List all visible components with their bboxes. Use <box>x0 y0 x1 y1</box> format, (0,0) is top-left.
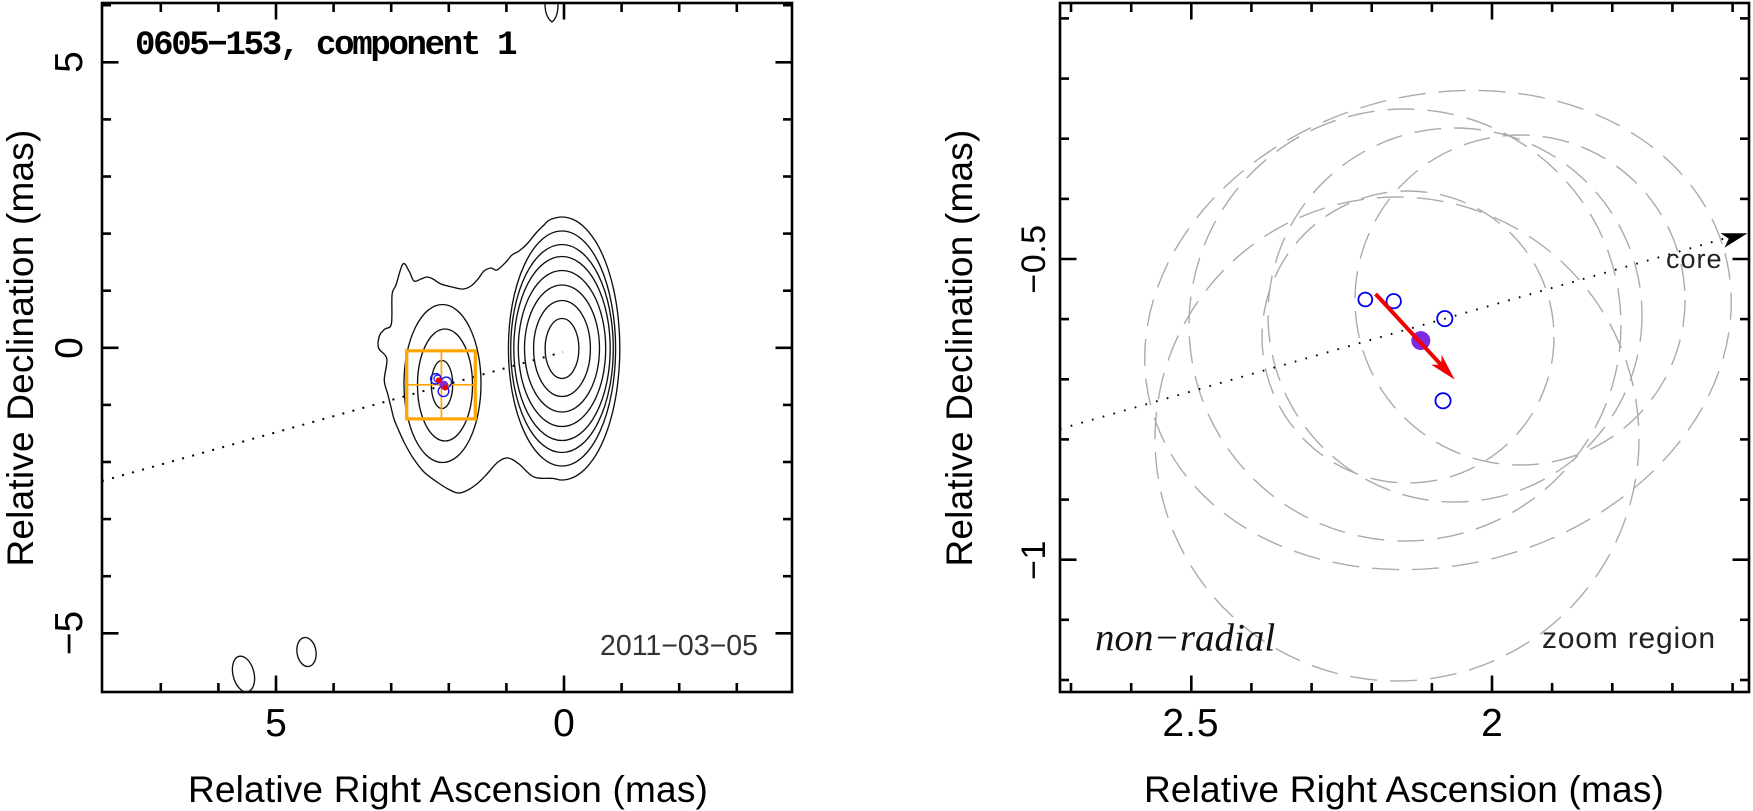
svg-text:Relative Declination (mas): Relative Declination (mas) <box>939 129 980 566</box>
svg-text:2.5: 2.5 <box>1162 702 1219 745</box>
svg-text:0605−153, component 1: 0605−153, component 1 <box>135 27 516 65</box>
svg-text:core: core <box>1666 244 1723 274</box>
svg-text:0: 0 <box>553 702 575 745</box>
svg-text:Relative Declination (mas): Relative Declination (mas) <box>0 129 41 566</box>
svg-text:−1: −1 <box>1015 540 1053 580</box>
svg-text:non−radial: non−radial <box>1095 617 1275 660</box>
svg-text:5: 5 <box>265 702 287 745</box>
svg-text:−5: −5 <box>48 611 91 655</box>
svg-text:2011−03−05: 2011−03−05 <box>600 630 758 662</box>
svg-text:Relative Right Ascension (mas): Relative Right Ascension (mas) <box>1144 769 1664 810</box>
svg-text:Relative Right Ascension (mas): Relative Right Ascension (mas) <box>188 769 708 810</box>
svg-text:−0.5: −0.5 <box>1015 224 1053 293</box>
svg-text:0: 0 <box>48 337 91 359</box>
svg-text:2: 2 <box>1481 702 1503 745</box>
svg-text:5: 5 <box>48 51 91 73</box>
svg-text:zoom region: zoom region <box>1542 622 1716 655</box>
